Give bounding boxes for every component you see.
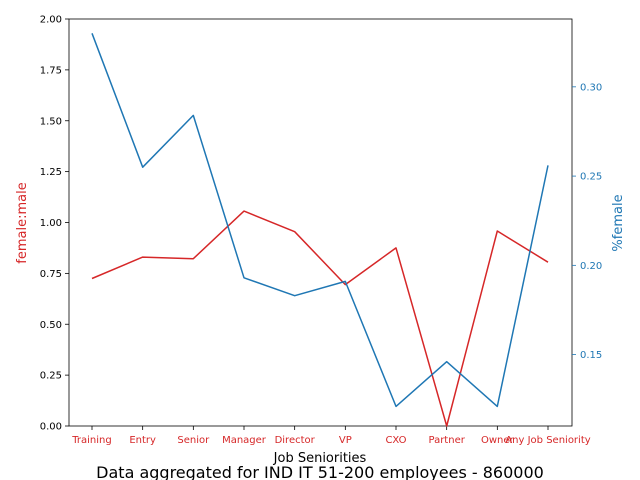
right-y-tick-label: 0.30 — [580, 82, 602, 93]
left-y-tick-label: 1.25 — [40, 167, 62, 178]
left-y-tick-label: 0.50 — [40, 320, 62, 331]
x-tick-label: VP — [339, 435, 352, 446]
left-y-tick-label: 0.00 — [40, 422, 62, 433]
plot-frame — [68, 18, 573, 427]
left-y-tick-label: 1.50 — [40, 116, 62, 127]
x-tick-label: Any Job Seniority — [505, 435, 590, 446]
x-tick-label: Entry — [129, 435, 156, 446]
right-y-tick-label: 0.20 — [580, 261, 602, 272]
right-y-axis-label: %female — [611, 194, 626, 251]
left-y-axis-label: female:male — [15, 182, 30, 263]
series-line-left-axis — [91, 210, 549, 427]
x-tick-label: Senior — [177, 435, 210, 446]
right-y-tick-label: 0.25 — [580, 172, 602, 183]
x-tick-label: Owner — [481, 435, 515, 446]
chart-caption: Data aggregated for IND IT 51-200 employ… — [96, 463, 544, 480]
left-y-tick-label: 0.75 — [40, 269, 62, 280]
left-y-tick-label: 1.00 — [40, 218, 62, 229]
x-axis-label: Job Seniorities — [273, 451, 367, 466]
x-tick-label: Training — [71, 435, 111, 446]
left-y-tick-label: 1.75 — [40, 65, 62, 76]
plot-area: Training Entry Senior Manager Director VP CXO P… — [40, 15, 603, 447]
x-tick-label: Director — [275, 435, 316, 446]
right-y-tick-label: 0.15 — [580, 350, 602, 361]
x-tick-label: Manager — [222, 435, 267, 446]
x-tick-label: CXO — [385, 435, 406, 446]
left-y-tick-label: 0.25 — [40, 371, 62, 382]
x-tick-label: Partner — [428, 435, 465, 446]
series-line-right-axis — [91, 33, 549, 408]
left-y-tick-label: 2.00 — [40, 15, 62, 26]
